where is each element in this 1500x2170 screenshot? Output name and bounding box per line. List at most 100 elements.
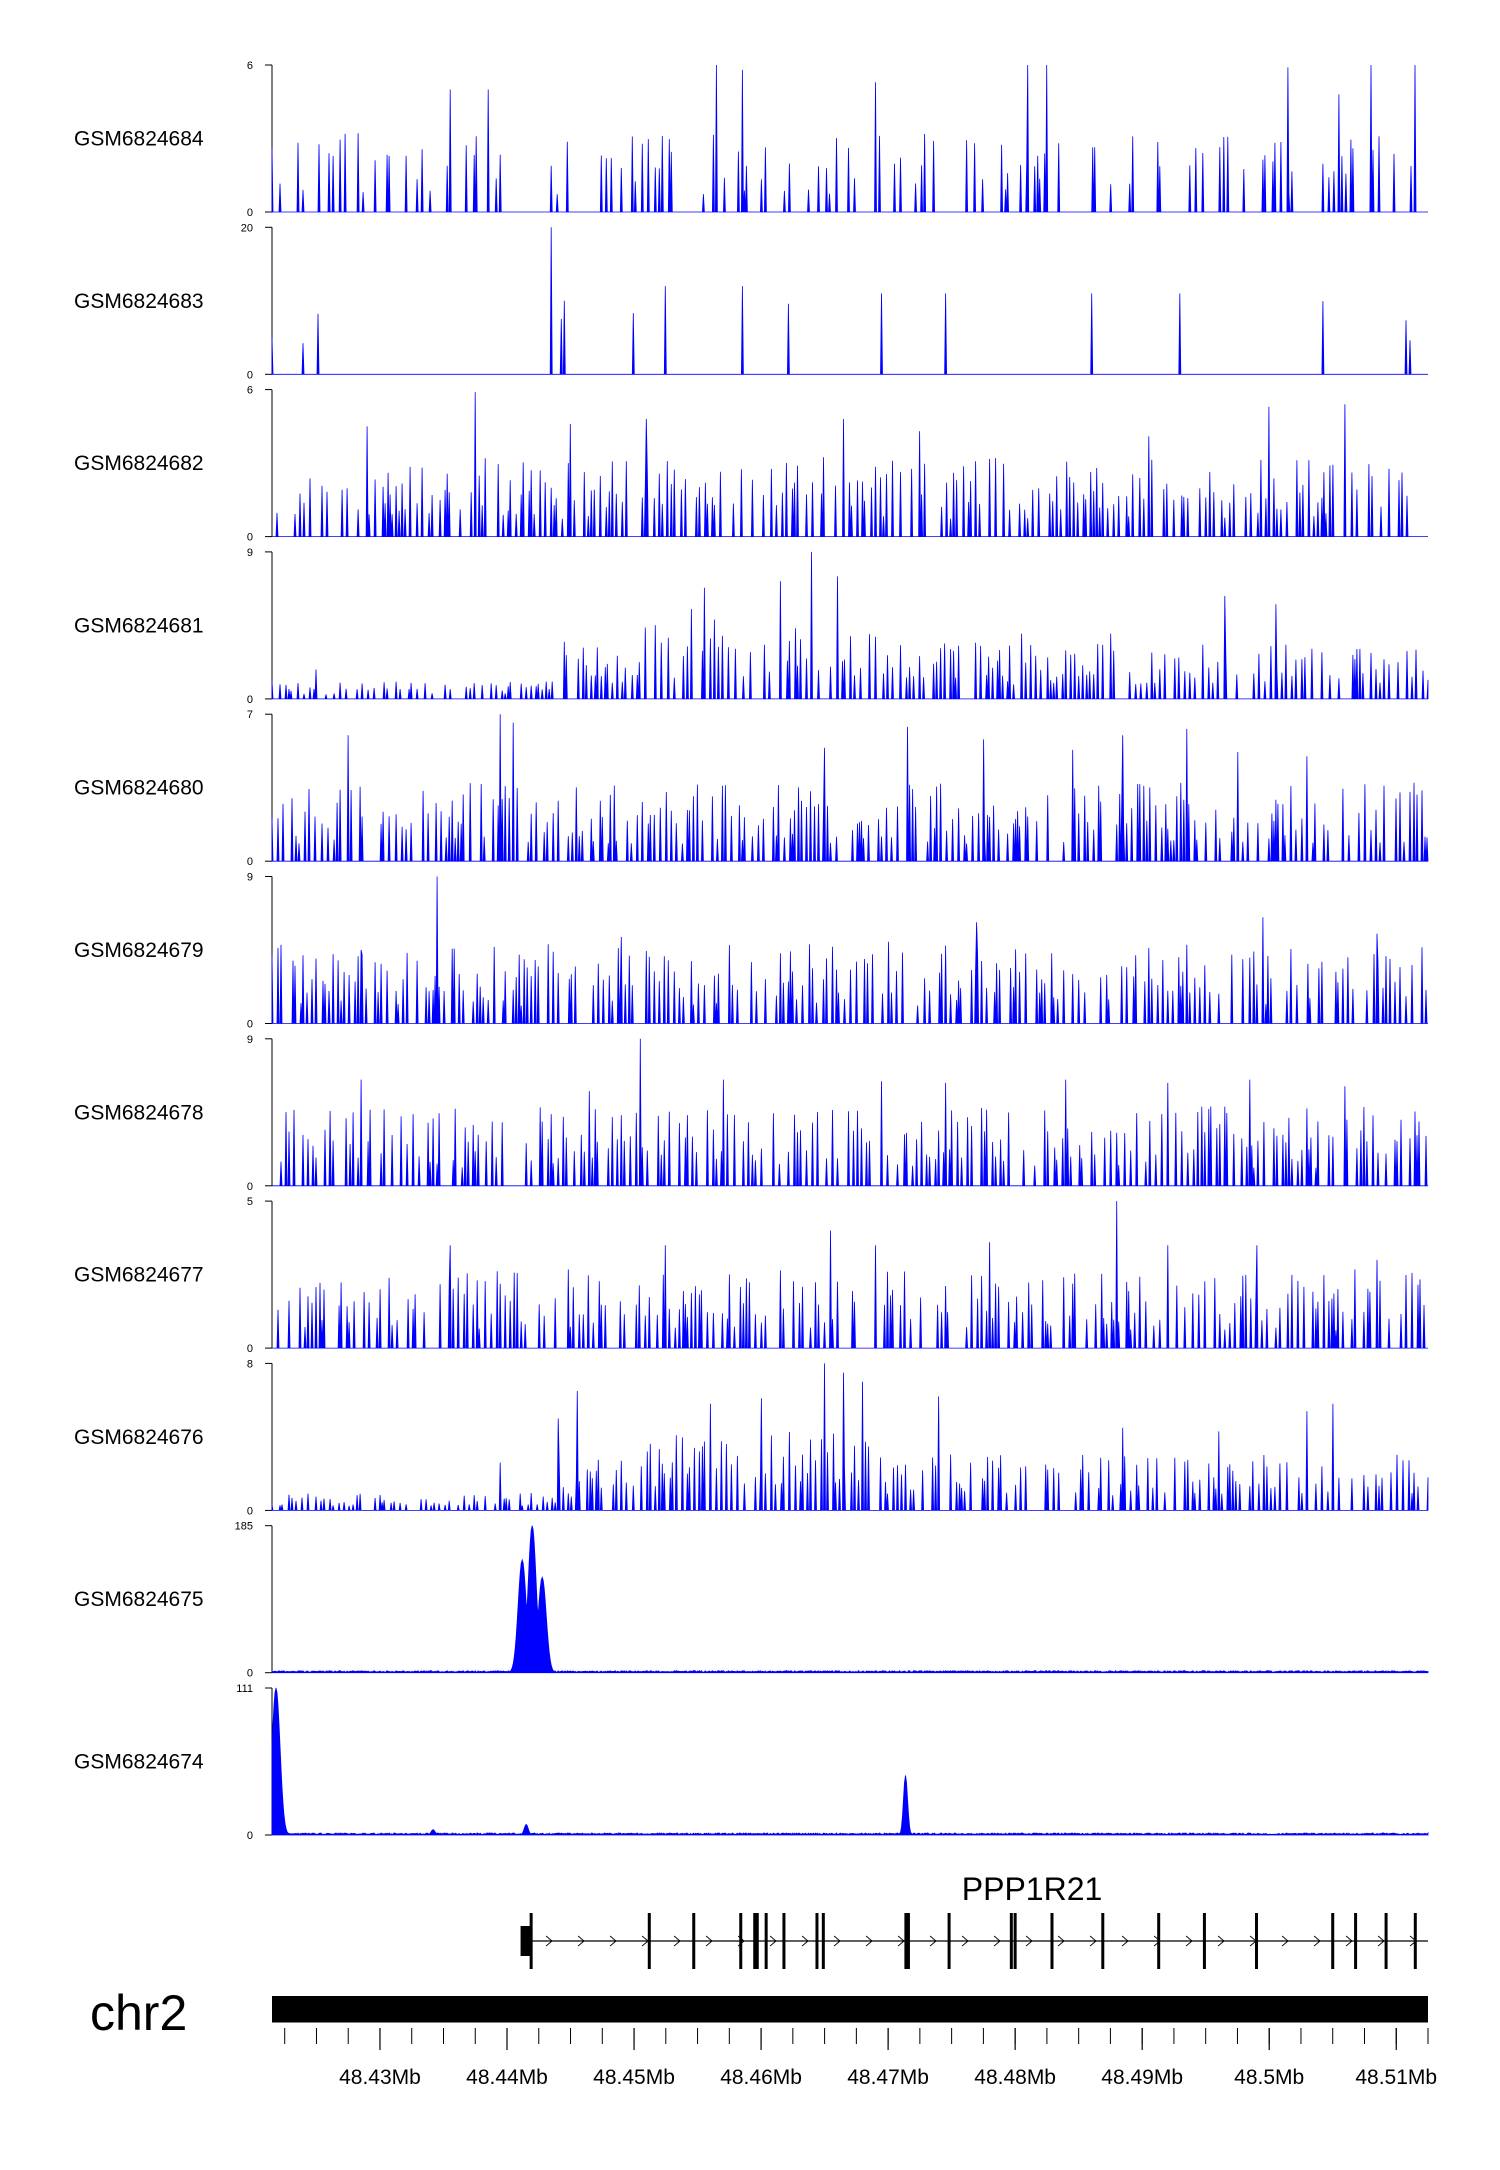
x-tick-label: 48.45Mb [593,2066,675,2089]
coverage-area [272,1038,1428,1187]
coverage-area [271,64,1428,213]
track-label: GSM6824679 [74,939,204,962]
exon-mark [755,1913,759,1969]
y-min-tick-label: 0 [247,1830,253,1842]
x-tick-label: 48.48Mb [974,2066,1056,2089]
y-max-tick-label: 6 [247,60,253,72]
exon-mark [1331,1913,1335,1969]
strand-arrow [929,1935,937,1947]
exon-mark [906,1913,910,1969]
exon-mark [739,1913,743,1969]
track-GSM6824675: GSM6824675 185 0 [74,1521,1429,1680]
strand-arrow [1057,1935,1065,1947]
y-max-tick-label: 9 [247,872,253,884]
track-GSM6824678: GSM6824678 9 0 [74,1034,1428,1193]
strand-arrow [1025,1935,1033,1947]
strand-arrow [545,1935,553,1947]
y-max-tick-label: 6 [247,385,253,397]
exon-mark [782,1913,786,1969]
track-label: GSM6824684 [74,128,204,151]
y-min-tick-label: 0 [247,694,253,706]
chromosome-label: chr2 [90,1985,187,2041]
strand-arrow [1121,1935,1129,1947]
track-GSM6824681: GSM6824681 9 0 [74,547,1429,706]
strand-arrow [577,1935,585,1947]
track-GSM6824680: GSM6824680 7 0 [74,709,1429,868]
gene-name-label: PPP1R21 [962,1871,1103,1907]
track-GSM6824676: GSM6824676 8 0 [74,1358,1429,1517]
strand-arrow [769,1935,777,1947]
coverage-area [272,1201,1428,1349]
exon-mark [764,1913,768,1969]
coverage-area [271,1687,1429,1836]
exon-mark [1413,1913,1417,1969]
y-min-tick-label: 0 [247,207,253,219]
x-tick-label: 48.44Mb [466,2066,548,2089]
chromosome-track: chr2 [90,1985,1428,2041]
y-max-tick-label: 9 [247,1034,253,1046]
coverage-area [271,1363,1429,1511]
y-min-tick-label: 0 [247,1668,253,1680]
x-tick-label: 48.51Mb [1355,2066,1437,2089]
strand-arrow [1345,1935,1353,1947]
exon-mark [692,1913,696,1969]
track-label: GSM6824682 [74,452,204,475]
y-min-tick-label: 0 [247,369,253,381]
exon-mark [1013,1913,1017,1969]
strand-arrow [673,1935,681,1947]
x-tick-label: 48.5Mb [1234,2066,1304,2089]
x-tick-label: 48.46Mb [720,2066,802,2089]
exon-mark [1101,1913,1105,1969]
exon-mark [1009,1913,1013,1969]
chromosome-bar [272,1996,1428,2022]
exon-mark [520,1926,532,1956]
exon-mark [815,1913,819,1969]
strand-arrow [801,1935,809,1947]
strand-arrow [609,1935,617,1947]
coverage-area [271,876,1428,1024]
track-GSM6824684: GSM6824684 6 0 [74,60,1428,219]
strand-arrow [833,1935,841,1947]
y-max-tick-label: 8 [247,1358,253,1370]
strand-arrow [1217,1935,1225,1947]
y-max-tick-label: 9 [247,547,253,559]
x-tick-label: 48.49Mb [1101,2066,1183,2089]
y-min-tick-label: 0 [247,532,253,544]
y-min-tick-label: 0 [247,1343,253,1355]
strand-arrow [705,1935,713,1947]
coverage-area [271,551,1429,700]
y-max-tick-label: 20 [241,222,253,234]
strand-arrow [1281,1935,1289,1947]
track-GSM6824677: GSM6824677 5 0 [74,1196,1428,1355]
gene-annotation-track: PPP1R21 [520,1871,1428,1969]
track-GSM6824683: GSM6824683 20 0 [74,222,1428,381]
coverage-area [272,392,1428,537]
y-min-tick-label: 0 [247,856,253,868]
y-min-tick-label: 0 [247,1505,253,1517]
track-GSM6824679: GSM6824679 9 0 [74,872,1428,1031]
exon-mark [1354,1913,1358,1969]
y-max-tick-label: 7 [247,709,253,721]
track-GSM6824674: GSM6824674 111 0 [74,1683,1429,1842]
coverage-area [271,1525,1429,1674]
strand-arrow [961,1935,969,1947]
y-min-tick-label: 0 [247,1019,253,1031]
track-label: GSM6824678 [74,1101,204,1124]
track-label: GSM6824681 [74,614,204,637]
exon-mark [904,1913,908,1969]
exon-mark [1384,1913,1388,1969]
strand-arrow [865,1935,873,1947]
x-tick-label: 48.47Mb [847,2066,929,2089]
exon-mark [947,1913,951,1969]
exon-mark [529,1913,533,1969]
genomic-x-axis: 48.43Mb 48.44Mb 48.45Mb 48.46Mb 48.47Mb 48.48… [272,2021,1437,2089]
exon-mark [753,1913,757,1969]
y-max-tick-label: 111 [236,1683,253,1695]
track-label: GSM6824683 [74,290,204,313]
track-label: GSM6824677 [74,1264,204,1287]
track-label: GSM6824674 [74,1751,204,1774]
x-tick-label: 48.43Mb [339,2066,421,2089]
y-min-tick-label: 0 [247,1181,253,1193]
exon-mark [821,1913,825,1969]
